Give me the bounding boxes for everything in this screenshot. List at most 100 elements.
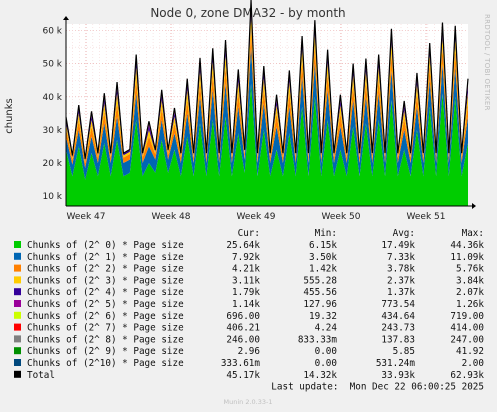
legend-value: 243.73 <box>381 323 415 334</box>
legend-swatch <box>14 252 21 260</box>
legend-value: 414.00 <box>450 323 484 334</box>
legend-value: 455.56 <box>303 287 337 298</box>
legend-value: 406.21 <box>226 323 260 334</box>
legend-value: 3.11k <box>232 275 260 286</box>
last-update: Last update: Mon Dec 22 06:00:25 2025 <box>271 382 484 393</box>
legend-label: Chunks of (2^ 1) * Page size <box>27 252 184 263</box>
legend-header: Min: <box>315 228 337 239</box>
legend-value: 2.37k <box>387 275 415 286</box>
legend-value: 1.26k <box>456 299 484 310</box>
chart-title: Node 0, zone DMA32 - by month <box>150 6 345 20</box>
legend-value: 2.07k <box>456 287 484 298</box>
legend-value: 696.00 <box>226 311 260 322</box>
x-tick-label: Week 49 <box>237 212 276 222</box>
legend: Cur: Min: Avg: Max: Chunks of (2^ 0) * Page … <box>14 228 484 393</box>
legend-value: 2.00 <box>462 358 484 369</box>
legend-value: 44.36k <box>450 240 484 251</box>
legend-value: 0.00 <box>315 346 337 357</box>
legend-label: Chunks of (2^ 9) * Page size <box>27 346 184 357</box>
legend-value: 25.64k <box>226 240 260 251</box>
legend-value: 434.64 <box>381 311 415 322</box>
legend-value: 45.17k <box>226 370 260 381</box>
legend-swatch <box>14 241 21 248</box>
legend-value: 5.76k <box>456 264 484 275</box>
x-tick-label: Week 47 <box>67 212 106 222</box>
legend-value: 246.00 <box>226 334 260 345</box>
legend-swatch <box>14 311 21 319</box>
legend-value: 14.32k <box>303 370 337 381</box>
total-line <box>65 0 469 159</box>
legend-value: 127.96 <box>303 299 337 310</box>
munin-version: Munin 2.0.33-1 <box>224 398 273 406</box>
stacked-areas <box>65 0 469 206</box>
legend-label: Chunks of (2^10) * Page size <box>27 358 184 369</box>
legend-label: Total <box>27 370 55 381</box>
y-tick-label: 40 k <box>42 93 62 103</box>
legend-value: 7.33k <box>387 252 415 263</box>
legend-label: Chunks of (2^ 3) * Page size <box>27 275 184 286</box>
legend-label: Chunks of (2^ 5) * Page size <box>27 299 184 310</box>
legend-swatch <box>14 300 21 307</box>
axes <box>63 16 476 209</box>
x-tick-label: Week 50 <box>322 212 361 222</box>
legend-swatch <box>14 347 21 355</box>
y-tick-label: 20 k <box>42 159 62 169</box>
legend-value: 5.85 <box>393 346 415 357</box>
legend-label: Chunks of (2^ 6) * Page size <box>27 311 184 322</box>
legend-swatch <box>14 264 21 272</box>
legend-label: Chunks of (2^ 7) * Page size <box>27 323 184 334</box>
y-tick-label: 10 k <box>42 192 62 202</box>
legend-value: 1.79k <box>232 287 260 298</box>
legend-value: 1.42k <box>309 264 337 275</box>
y-axis-label: chunks <box>4 98 15 134</box>
legend-swatch <box>14 335 21 343</box>
legend-value: 137.83 <box>381 334 415 345</box>
y-tick-labels: 10 k 20 k 30 k 40 k 50 k 60 k <box>42 27 62 202</box>
x-tick-labels: Week 47 Week 48 Week 49 Week 50 Week 51 <box>67 212 446 222</box>
legend-value: 833.33m <box>298 334 338 345</box>
legend-swatch <box>14 276 21 284</box>
legend-value: 2.96 <box>238 346 260 357</box>
legend-value: 17.49k <box>381 240 415 251</box>
legend-value: 62.93k <box>450 370 484 381</box>
legend-label: Chunks of (2^ 4) * Page size <box>27 287 184 298</box>
legend-header: Avg: <box>393 228 415 239</box>
area-series <box>66 47 468 180</box>
legend-value: 11.09k <box>450 252 484 263</box>
y-tick-label: 60 k <box>42 27 62 37</box>
legend-value: 3.84k <box>456 275 484 286</box>
legend-value: 0.00 <box>315 358 337 369</box>
legend-value: 4.21k <box>232 264 260 275</box>
legend-label: Chunks of (2^ 2) * Page size <box>27 264 184 275</box>
legend-value: 531.24m <box>376 358 416 369</box>
legend-value: 1.37k <box>387 287 415 298</box>
legend-swatch <box>14 359 21 366</box>
y-tick-label: 30 k <box>42 126 62 136</box>
legend-value: 3.50k <box>309 252 337 263</box>
legend-swatch <box>14 370 21 378</box>
x-tick-label: Week 48 <box>152 212 191 222</box>
area-series <box>66 83 468 206</box>
legend-value: 3.78k <box>387 264 415 275</box>
legend-value: 719.00 <box>450 311 484 322</box>
legend-value: 1.14k <box>232 299 260 310</box>
legend-label: Chunks of (2^ 8) * Page size <box>27 334 184 345</box>
legend-value: 7.92k <box>232 252 260 263</box>
legend-swatch <box>14 288 21 296</box>
legend-value: 333.61m <box>221 358 261 369</box>
rrdtool-credit: RRDTOOL / TOBI OETIKER <box>483 14 491 111</box>
legend-header: Max: <box>462 228 484 239</box>
legend-header: Cur: <box>238 228 260 239</box>
legend-value: 19.32 <box>309 311 337 322</box>
legend-swatch <box>14 323 21 331</box>
y-tick-label: 50 k <box>42 60 62 70</box>
legend-value: 555.28 <box>303 275 337 286</box>
x-axis-arrow <box>472 203 476 209</box>
legend-label: Chunks of (2^ 0) * Page size <box>27 240 184 251</box>
legend-value: 6.15k <box>309 240 337 251</box>
legend-value: 41.92 <box>456 346 484 357</box>
legend-value: 773.54 <box>381 299 415 310</box>
legend-value: 33.93k <box>381 370 415 381</box>
x-tick-label: Week 51 <box>407 212 446 222</box>
